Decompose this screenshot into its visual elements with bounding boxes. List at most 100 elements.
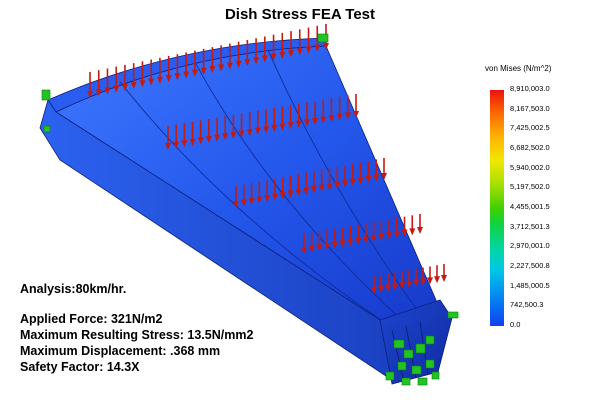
load-arrow-head: [271, 193, 278, 201]
legend-label: 1,485,000.5: [510, 280, 550, 290]
load-arrow-head: [197, 137, 204, 145]
load-arrow-head: [314, 44, 321, 52]
load-arrow-head: [347, 239, 354, 246]
load-arrow-head: [253, 57, 260, 65]
load-arrow-head: [238, 130, 245, 138]
load-arrow-head: [244, 59, 251, 66]
load-arrow-head: [139, 80, 146, 88]
load-arrow-head: [104, 87, 111, 95]
load-arrow-head: [399, 282, 405, 290]
load-arrow-head: [381, 173, 387, 180]
legend-label: 5,197,502.0: [510, 182, 550, 192]
load-arrow-head: [342, 180, 349, 188]
load-arrow-head: [121, 83, 128, 91]
load-arrow-head: [263, 126, 270, 134]
load-arrow-head: [287, 190, 294, 198]
load-arrow-head: [349, 178, 356, 186]
legend-label: 3,712,501.3: [510, 221, 550, 231]
load-arrow-head: [230, 131, 237, 139]
legend-title: von Mises (N/m^2): [485, 64, 552, 73]
load-arrow-head: [226, 62, 233, 70]
load-arrow-head: [233, 201, 239, 208]
load-arrow-head: [357, 177, 364, 185]
max-displacement: Maximum Displacement: .368 mm: [20, 344, 221, 358]
analysis-speed: Analysis:80km/hr.: [20, 282, 127, 296]
load-arrow-head: [156, 76, 163, 84]
load-arrow-head: [191, 69, 198, 77]
load-arrow-head: [393, 231, 400, 238]
stress-color-scale: [490, 90, 504, 326]
load-arrow-head: [318, 184, 325, 192]
load-arrow-head: [326, 183, 333, 191]
load-arrow-head: [165, 143, 171, 150]
load-arrow-head: [148, 78, 155, 86]
load-arrow-head: [362, 236, 369, 244]
load-arrow-head: [295, 189, 302, 197]
load-arrow-head: [378, 285, 384, 293]
load-arrow-head: [305, 46, 312, 54]
load-arrow-head: [222, 133, 229, 141]
load-arrow-head: [288, 50, 295, 58]
load-arrow-head: [365, 175, 372, 183]
max-stress: Maximum Resulting Stress: 13.5N/mm2: [20, 328, 254, 342]
load-arrow-head: [301, 247, 307, 254]
load-arrow-head: [113, 85, 120, 93]
load-arrow-head: [295, 120, 302, 128]
legend-label: 4,455,001.5: [510, 202, 550, 211]
load-arrow-head: [200, 67, 207, 75]
load-arrow-head: [441, 275, 447, 282]
load-arrow-head: [406, 281, 412, 288]
load-arrow-head: [183, 71, 190, 79]
load-arrow-head: [271, 124, 278, 132]
load-arrow-head: [427, 277, 433, 285]
legend-label: 2,227,500.8: [510, 261, 550, 270]
load-arrow-head: [409, 228, 416, 236]
load-arrow-head: [353, 111, 359, 118]
load-arrow-head: [303, 119, 310, 127]
load-arrow-head: [334, 181, 341, 189]
analysis-info: Analysis:80km/hr. Applied Force: 321N/m2…: [20, 281, 253, 375]
load-arrow-head: [218, 64, 225, 72]
load-arrow-head: [279, 192, 286, 200]
load-arrow-head: [173, 141, 180, 149]
load-arrow-head: [308, 245, 315, 253]
load-arrow-head: [401, 229, 408, 237]
load-arrow-head: [270, 53, 277, 61]
load-arrow-head: [303, 187, 310, 195]
legend-label: 2,970,001.0: [510, 241, 550, 251]
load-arrow-head: [235, 60, 242, 68]
load-arrow-head: [254, 127, 261, 135]
legend-label: 0.0: [510, 320, 521, 329]
legend-label: 7,425,002.5: [510, 123, 550, 133]
load-arrow-head: [181, 140, 188, 148]
load-arrow-head: [371, 287, 377, 294]
load-arrow-head: [279, 51, 286, 59]
load-arrow-head: [339, 240, 346, 248]
load-arrow-head: [413, 279, 419, 287]
safety-factor: Safety Factor: 14.3X: [20, 360, 140, 374]
load-arrow-head: [420, 278, 426, 286]
load-arrow-head: [434, 276, 440, 284]
load-arrow-head: [248, 198, 255, 206]
load-arrows: [87, 24, 447, 294]
load-arrow-head: [296, 48, 303, 56]
load-arrow-head: [261, 55, 268, 63]
legend-label: 742,500.3: [510, 300, 544, 310]
legend-label: 6,682,502.0: [510, 143, 550, 152]
load-arrow-head: [165, 75, 172, 82]
load-arrow-head: [316, 244, 323, 252]
load-arrow-head: [370, 235, 377, 242]
load-arrow-head: [324, 243, 331, 250]
load-arrow-head: [323, 43, 329, 50]
load-arrow-head: [392, 283, 398, 291]
load-arrow-head: [189, 138, 196, 146]
load-arrow-head: [378, 233, 385, 241]
load-arrow-head: [279, 123, 286, 131]
load-arrow-head: [205, 136, 212, 144]
legend-label: 8,167,503.0: [510, 103, 550, 113]
load-arrow-head: [328, 115, 335, 123]
load-arrow-head: [312, 117, 319, 125]
load-arrow-head: [336, 113, 343, 121]
